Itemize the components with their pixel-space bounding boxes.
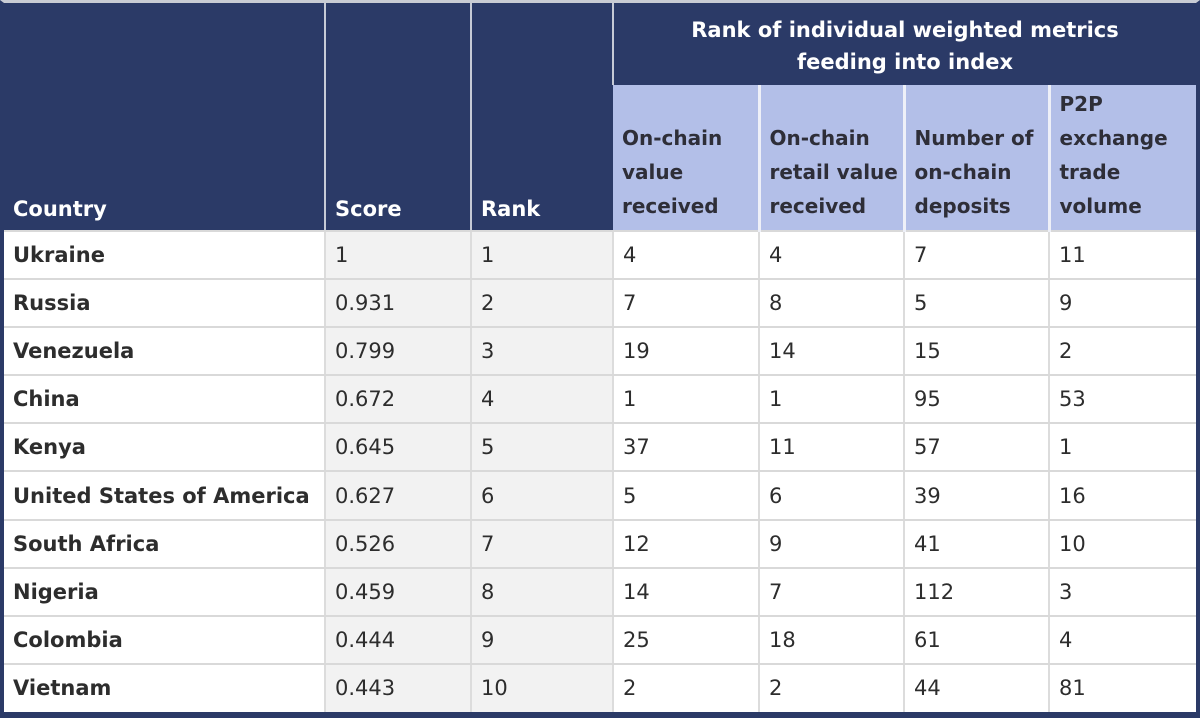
metric-cell: 4 xyxy=(613,231,760,281)
group-header-row: Country Score Rank Rank of individual we… xyxy=(4,3,1196,232)
rank-cell: 4 xyxy=(471,375,614,425)
score-cell: 0.627 xyxy=(325,471,472,521)
rank-cell: 5 xyxy=(471,423,614,473)
metric-cell: 12 xyxy=(613,519,760,569)
metric-cell: 7 xyxy=(759,567,905,617)
metric-cell: 37 xyxy=(613,423,760,473)
rank-cell: 10 xyxy=(471,663,614,712)
rank-cell: 3 xyxy=(471,327,614,377)
group-header-metrics: Rank of individual weighted metrics feed… xyxy=(612,3,1196,85)
score-cell: 0.799 xyxy=(325,327,472,377)
table-row-kenya: Kenya 0.645 5 37 11 57 1 xyxy=(4,423,1196,473)
rank-cell: 8 xyxy=(471,567,614,617)
metric-cell: 5 xyxy=(613,471,760,521)
metric-cell: 19 xyxy=(613,327,760,377)
rank-cell: 1 xyxy=(471,231,614,281)
metric-cell: 16 xyxy=(1049,471,1196,521)
metric-cell: 11 xyxy=(1049,231,1196,281)
metric-cell: 1 xyxy=(759,375,905,425)
metric-cell: 10 xyxy=(1049,519,1196,569)
score-cell: 0.444 xyxy=(325,615,472,665)
metric-cell: 39 xyxy=(904,471,1050,521)
metric-cell: 9 xyxy=(759,519,905,569)
group-header-label: Rank of individual weighted metrics feed… xyxy=(691,18,1119,74)
metric-cell: 14 xyxy=(759,327,905,377)
metric-cell: 57 xyxy=(904,423,1050,473)
metric-cell: 2 xyxy=(1049,327,1196,377)
country-cell: Kenya xyxy=(4,423,326,473)
table-header: Country Score Rank Rank of individual we… xyxy=(4,3,1196,232)
column-header-onchain-retail-value: On-chain retail value received xyxy=(759,85,906,232)
table-row-usa: United States of America 0.627 6 5 6 39 … xyxy=(4,471,1196,521)
score-cell: 0.526 xyxy=(325,519,472,569)
table-row-ukraine: Ukraine 1 1 4 4 7 11 xyxy=(4,231,1196,281)
column-header-rank: Rank xyxy=(471,3,613,232)
country-cell: China xyxy=(4,375,326,425)
country-cell: Vietnam xyxy=(4,663,326,712)
rank-cell: 9 xyxy=(471,615,614,665)
metric-cell: 95 xyxy=(904,375,1050,425)
column-header-onchain-deposits: Number of on-chain deposits xyxy=(904,85,1051,232)
metric-cell: 18 xyxy=(759,615,905,665)
metric-cell: 2 xyxy=(613,663,760,712)
rank-cell: 6 xyxy=(471,471,614,521)
metric-cell: 4 xyxy=(1049,615,1196,665)
table-row-china: China 0.672 4 1 1 95 53 xyxy=(4,375,1196,425)
metric-cell: 11 xyxy=(759,423,905,473)
score-cell: 0.443 xyxy=(325,663,472,712)
rank-cell: 2 xyxy=(471,279,614,329)
score-cell: 0.931 xyxy=(325,279,472,329)
metric-cell: 41 xyxy=(904,519,1050,569)
country-cell: Venezuela xyxy=(4,327,326,377)
metric-cell: 9 xyxy=(1049,279,1196,329)
table-row-vietnam: Vietnam 0.443 10 2 2 44 81 xyxy=(4,663,1196,712)
metric-cell: 1 xyxy=(613,375,760,425)
metric-cell: 8 xyxy=(759,279,905,329)
metric-cell: 3 xyxy=(1049,567,1196,617)
table-row-south-africa: South Africa 0.526 7 12 9 41 10 xyxy=(4,519,1196,569)
metric-cell: 7 xyxy=(613,279,760,329)
metric-cell: 112 xyxy=(904,567,1050,617)
country-cell: Nigeria xyxy=(4,567,326,617)
country-cell: Russia xyxy=(4,279,326,329)
metric-cell: 5 xyxy=(904,279,1050,329)
table-body: Ukraine 1 1 4 4 7 11 Russia 0.931 2 7 8 … xyxy=(4,231,1196,712)
table-row-venezuela: Venezuela 0.799 3 19 14 15 2 xyxy=(4,327,1196,377)
data-table: Country Score Rank Rank of individual we… xyxy=(4,3,1196,712)
metric-cell: 14 xyxy=(613,567,760,617)
table-row-colombia: Colombia 0.444 9 25 18 61 4 xyxy=(4,615,1196,665)
metric-cell: 7 xyxy=(904,231,1050,281)
metric-cell: 2 xyxy=(759,663,905,712)
country-cell: Colombia xyxy=(4,615,326,665)
metric-cell: 53 xyxy=(1049,375,1196,425)
metric-cell: 61 xyxy=(904,615,1050,665)
metric-cell: 15 xyxy=(904,327,1050,377)
metric-cell: 4 xyxy=(759,231,905,281)
sub-header-row: On-chain value received On-chain retail … xyxy=(4,85,1196,232)
country-cell: South Africa xyxy=(4,519,326,569)
column-header-p2p-volume: P2P exchange trade volume xyxy=(1049,85,1196,232)
metric-cell: 25 xyxy=(613,615,760,665)
column-header-score: Score xyxy=(325,3,472,232)
table-row-russia: Russia 0.931 2 7 8 5 9 xyxy=(4,279,1196,329)
country-cell: United States of America xyxy=(4,471,326,521)
score-cell: 0.459 xyxy=(325,567,472,617)
score-cell: 1 xyxy=(325,231,472,281)
metric-cell: 81 xyxy=(1049,663,1196,712)
score-cell: 0.672 xyxy=(325,375,472,425)
score-cell: 0.645 xyxy=(325,423,472,473)
metric-cell: 44 xyxy=(904,663,1050,712)
rank-cell: 7 xyxy=(471,519,614,569)
metric-cell: 1 xyxy=(1049,423,1196,473)
column-header-country: Country xyxy=(4,3,326,232)
country-cell: Ukraine xyxy=(4,231,326,281)
metric-cell: 6 xyxy=(759,471,905,521)
column-header-onchain-value: On-chain value received xyxy=(613,85,761,232)
table-row-nigeria: Nigeria 0.459 8 14 7 112 3 xyxy=(4,567,1196,617)
